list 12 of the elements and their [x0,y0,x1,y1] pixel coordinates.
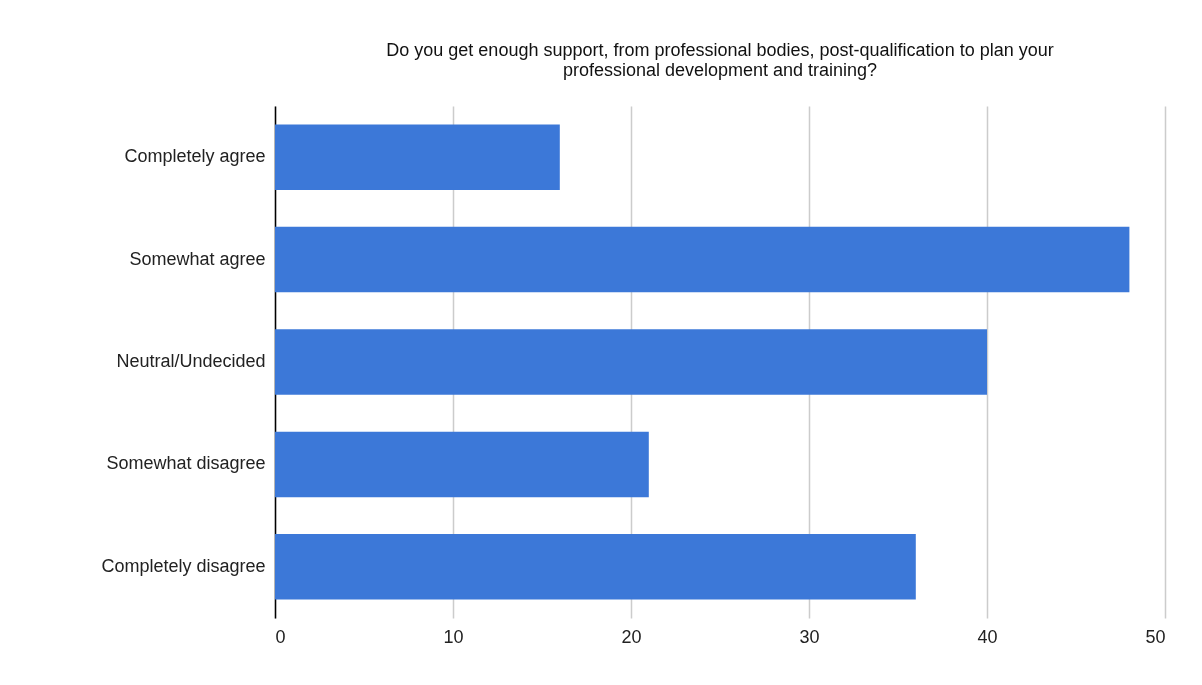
y-tick-label: Completely disagree [101,555,266,576]
x-tick-label: 40 [977,626,998,647]
y-tick-label: Somewhat disagree [106,453,266,474]
y-tick-label: Neutral/Undecided [116,351,266,371]
x-tick-label: 50 [1145,626,1166,647]
x-tick-label: 20 [621,626,642,647]
x-tick-label: 10 [443,626,464,647]
x-tick-label: 0 [275,626,286,647]
y-tick-label: Somewhat agree [129,248,266,269]
x-tick-label: 30 [799,626,820,647]
y-tick-label: Completely agree [124,146,266,167]
chart-title: Do you get enough support, from professional bodies, post-qualification to plan your professional development and training? [386,40,1054,80]
